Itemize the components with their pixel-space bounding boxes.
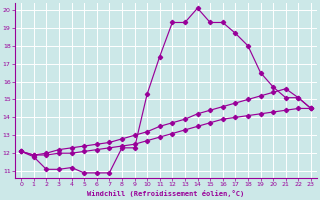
X-axis label: Windchill (Refroidissement éolien,°C): Windchill (Refroidissement éolien,°C) xyxy=(87,190,245,197)
